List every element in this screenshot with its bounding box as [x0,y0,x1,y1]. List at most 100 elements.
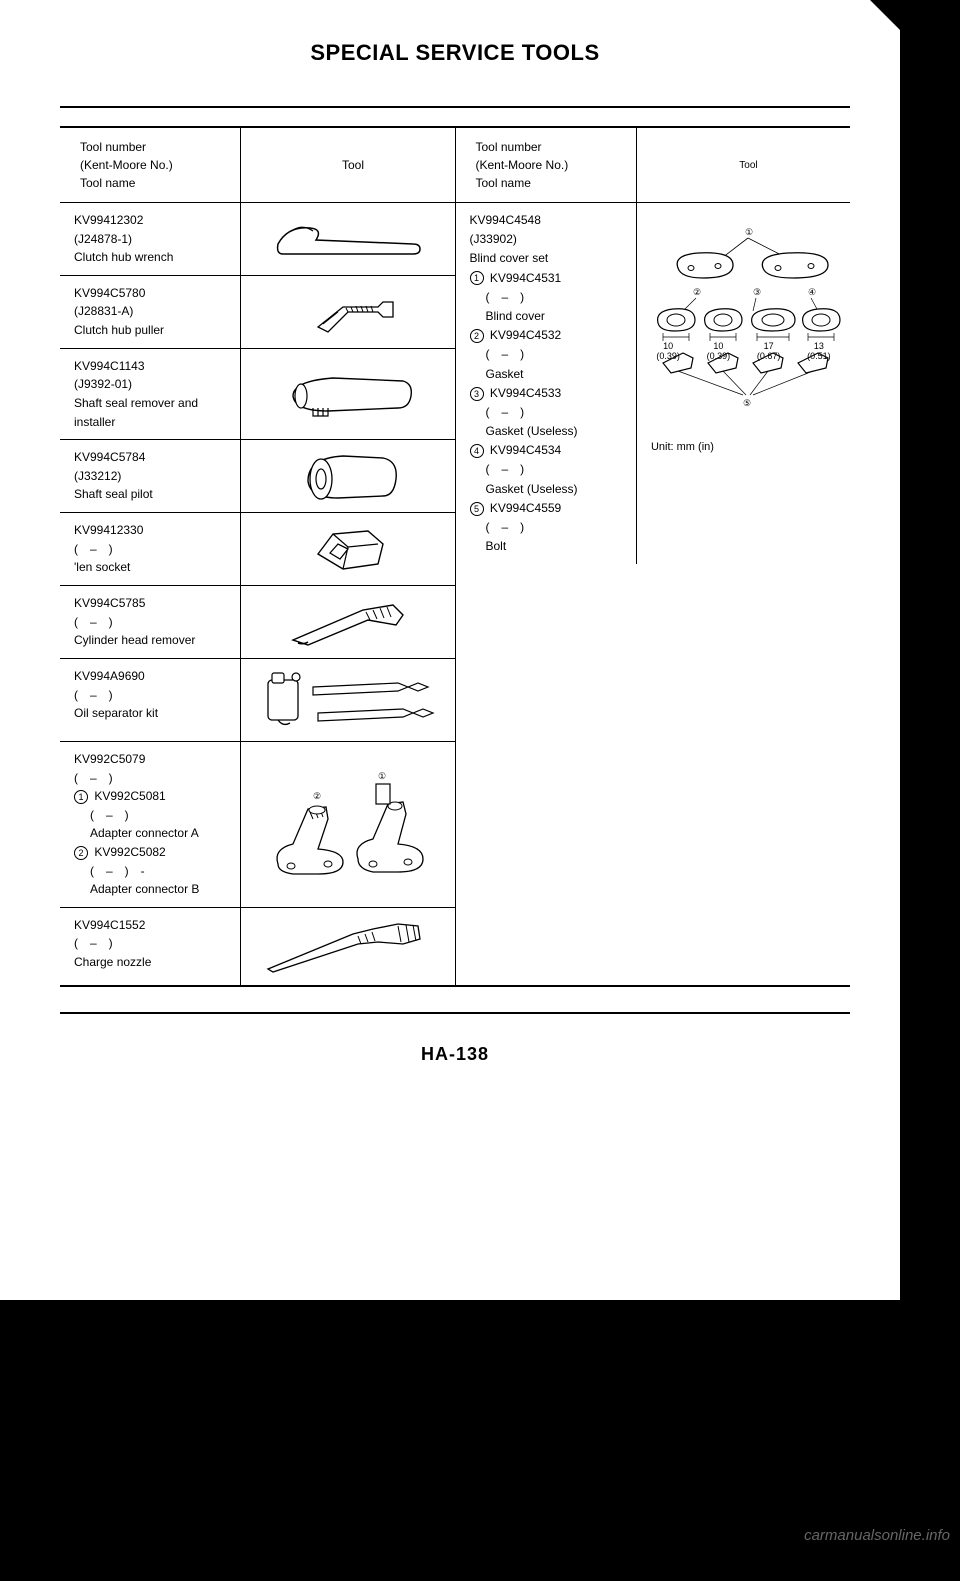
tool-num: KV994C5784 [74,450,145,464]
tool-name: Cylinder head remover [74,633,195,647]
tool-img-puller [241,276,454,348]
table-row: KV994A9690 ( – ) Oil separator kit [60,659,241,741]
tool-img-nozzle [241,908,454,985]
tool-km: ( – ) [74,936,113,950]
svg-text:①: ① [745,227,753,237]
table-row: KV994C5785 ( – ) Cylinder head remover [60,586,241,658]
svg-text:②: ② [313,791,321,801]
tool-img-oil-sep [241,659,454,741]
tool-name: Charge nozzle [74,955,151,969]
hdr-l2: (Kent-Moore No.) [476,158,569,172]
tool-img-adapter: ① ② [241,742,454,907]
tool-name: Clutch hub wrench [74,250,173,264]
tool-num: KV99412302 [74,213,143,227]
tool-num: KV994C4548 [470,213,541,227]
sub-num: KV994C4531 [490,271,561,285]
left-table: Tool number (Kent-Moore No.) Tool name T… [60,126,455,987]
page-number: HA-138 [60,1044,850,1065]
sub-name: Gasket [470,367,524,381]
svg-text:④: ④ [808,287,816,297]
unit-label: Unit: mm (in) [643,441,714,453]
sub-num: KV994C4559 [490,501,561,515]
table-row: KV994C1143 (J9392-01) Shaft seal remover… [60,349,241,439]
circ-3: 3 [470,387,484,401]
tool-name: Shaft seal remover and [74,396,198,410]
tool-km: (J28831-A) [74,304,133,318]
right-table: Tool number (Kent-Moore No.) Tool name T… [455,126,851,987]
sub-num: KV994C4532 [490,328,561,342]
sub-km: ( – ) [470,405,525,419]
tool-img-blind-cover: ① ② ③ ④ [637,203,850,564]
tool-img-seal-remover [241,349,454,439]
sub-km: ( – ) [470,520,525,534]
sub-km: ( – ) [470,347,525,361]
table-row: KV99412302 (J24878-1) Clutch hub wrench [60,203,241,275]
tool-num: KV992C5079 [74,752,145,766]
tool-km: ( – ) [74,771,113,785]
dim: (0.39) [707,351,731,361]
hdr-tool: Tool [637,128,850,202]
svg-text:②: ② [693,287,701,297]
tool-num: KV99412330 [74,523,143,537]
sub-name: Adapter connector B [74,882,199,896]
tool-num: KV994C5780 [74,286,145,300]
svg-text:⑤: ⑤ [743,398,751,408]
hdr-l2: (Kent-Moore No.) [80,158,173,172]
tool-num: KV994C5785 [74,596,145,610]
sub-km: ( – ) [470,462,525,476]
sub-num: KV994C4534 [490,443,561,457]
tool-km: (J24878-1) [74,232,132,246]
tool-img-wrench [241,203,454,275]
table-row: KV994C4548 (J33902) Blind cover set 1 KV… [456,203,637,564]
dim: (0.51) [807,351,831,361]
table-row: KV994C1552 ( – ) Charge nozzle [60,908,241,985]
tool-name: 'len socket [74,560,130,574]
hdr-l3: Tool name [476,176,531,190]
tool-name: Shaft seal pilot [74,487,153,501]
hdr-l1: Tool number [80,140,146,154]
sub-num: KV992C5082 [94,845,165,859]
sub-name: Gasket (Useless) [470,482,578,496]
tool-name2: installer [74,415,115,429]
sub-name: Gasket (Useless) [470,424,578,438]
svg-text:③: ③ [753,287,761,297]
tool-name: Clutch hub puller [74,323,164,337]
tool-num: KV994A9690 [74,669,145,683]
circ-2: 2 [470,329,484,343]
tool-num: KV994C1143 [74,359,145,373]
hdr-l1: Tool number [476,140,542,154]
sub-name: Bolt [470,539,507,553]
tool-km: (J33902) [470,232,517,246]
sub-name: Blind cover [470,309,545,323]
watermark: carmanualsonline.info [804,1527,950,1544]
tool-km: (J33212) [74,469,121,483]
svg-text:①: ① [378,771,386,781]
tool-num: KV994C1552 [74,918,145,932]
dim: 10 [713,341,723,351]
tool-km: ( – ) [74,688,113,702]
table-row: KV99412330 ( – ) 'len socket [60,513,241,585]
tool-img-cyl-head [241,586,454,658]
tool-km: (J9392-01) [74,377,132,391]
sub-km: ( – ) [74,808,129,822]
table-row: KV994C5784 (J33212) Shaft seal pilot [60,440,241,512]
tool-name: Oil separator kit [74,706,158,720]
hdr-name: Tool number (Kent-Moore No.) Tool name [456,128,637,202]
tool-km: ( – ) [74,542,113,556]
dim: 10 [663,341,673,351]
page-title: SPECIAL SERVICE TOOLS [60,40,850,66]
hdr-name: Tool number (Kent-Moore No.) Tool name [60,128,241,202]
dim: 17 [764,341,774,351]
dim: 13 [814,341,824,351]
sub-num: KV994C4533 [490,386,561,400]
sub-num: KV992C5081 [94,789,165,803]
circ-4: 4 [470,444,484,458]
circ-2: 2 [74,846,88,860]
circ-5: 5 [470,502,484,516]
hdr-tool: Tool [241,128,454,202]
dim: (0.39) [656,351,680,361]
tool-name: Blind cover set [470,251,549,265]
sub-km: ( – ) [470,290,525,304]
tool-img-socket [241,513,454,585]
table-row: KV994C5780 (J28831-A) Clutch hub puller [60,276,241,348]
